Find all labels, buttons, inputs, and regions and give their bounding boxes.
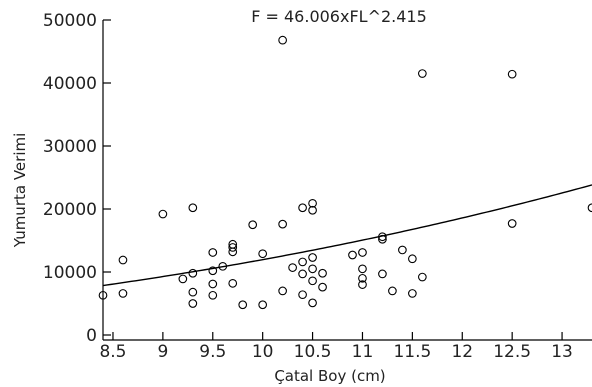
- data-point: [418, 272, 427, 282]
- data-point: [318, 268, 327, 278]
- x-tick-label: 13: [551, 342, 573, 362]
- data-point: [348, 250, 357, 260]
- data-point: [308, 298, 317, 308]
- data-point: [308, 276, 317, 286]
- y-tick-label: 10000: [43, 263, 97, 283]
- y-tick-label: 0: [86, 326, 97, 346]
- data-point: [308, 198, 317, 208]
- data-point: [378, 269, 387, 279]
- y-tick-label: 40000: [43, 74, 97, 94]
- data-point: [208, 279, 218, 289]
- data-point: [278, 35, 287, 45]
- data-point: [358, 264, 367, 274]
- data-point: [308, 253, 317, 262]
- data-point: [178, 274, 188, 284]
- data-point: [228, 278, 238, 288]
- data-point: [388, 286, 397, 296]
- data-point: [248, 220, 258, 230]
- data-point: [158, 209, 168, 219]
- y-tick-label: 30000: [43, 137, 97, 157]
- data-point: [308, 264, 317, 274]
- data-point: [228, 247, 238, 257]
- data-point: [378, 232, 387, 242]
- x-tick-label: 11.5: [393, 342, 431, 362]
- x-tick-label: 11: [352, 342, 374, 362]
- data-point: [408, 289, 417, 298]
- x-tick-label: 12.5: [493, 342, 531, 362]
- y-axis-title: Yumurta Verimi: [11, 133, 29, 249]
- x-tick-label: 9.5: [199, 342, 226, 362]
- data-point: [408, 254, 417, 264]
- x-axis-title: Çatal Boy (cm): [274, 367, 385, 385]
- data-point: [358, 273, 367, 283]
- data-point: [298, 269, 307, 279]
- data-point: [118, 289, 128, 298]
- data-point: [298, 203, 307, 213]
- x-tick-label: 8.5: [99, 342, 126, 362]
- data-point: [378, 234, 387, 244]
- data-point: [188, 268, 198, 278]
- x-tick-label: 10.5: [294, 342, 332, 362]
- chart-equation-title: F = 46.006xFL^2.415: [251, 7, 427, 26]
- data-point: [278, 286, 287, 296]
- y-tick-label: 20000: [43, 200, 97, 220]
- data-point: [188, 299, 198, 308]
- data-point: [258, 300, 268, 310]
- data-point: [298, 290, 307, 300]
- data-point: [308, 205, 317, 215]
- data-point: [288, 263, 297, 272]
- data-point: [118, 255, 128, 265]
- fit-curve: [102, 184, 592, 287]
- data-point: [228, 243, 238, 252]
- data-point: [358, 248, 367, 257]
- data-point: [398, 245, 407, 255]
- data-point: [218, 261, 228, 271]
- x-tick-label: 10: [252, 342, 274, 362]
- data-point: [278, 219, 287, 229]
- data-point: [318, 282, 327, 292]
- data-point: [188, 287, 198, 297]
- data-point: [238, 300, 248, 310]
- data-point: [208, 290, 218, 300]
- data-point: [188, 203, 198, 213]
- data-point: [507, 219, 517, 228]
- x-tick-label: 9: [157, 342, 168, 362]
- data-point: [587, 203, 592, 213]
- data-point: [418, 69, 427, 78]
- data-point: [298, 257, 307, 267]
- x-tick-label: 12: [451, 342, 473, 362]
- data-point: [258, 249, 268, 259]
- data-point: [358, 280, 367, 289]
- y-tick-label: 50000: [43, 11, 97, 31]
- data-point: [507, 69, 517, 79]
- data-point: [208, 248, 218, 257]
- data-point: [208, 266, 218, 276]
